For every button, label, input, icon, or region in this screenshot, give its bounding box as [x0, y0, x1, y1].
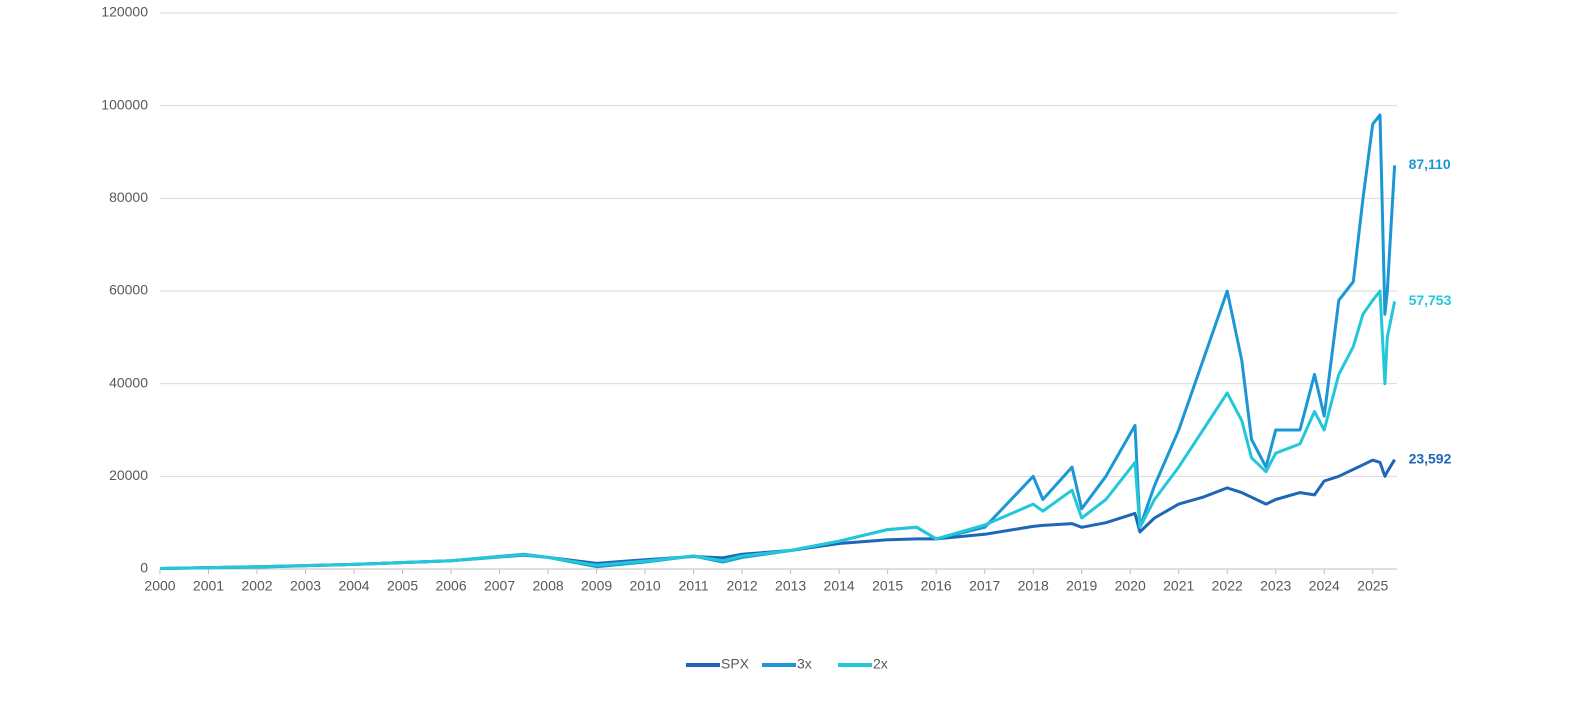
x-tick-label: 2018 — [1018, 578, 1049, 594]
x-tick-label: 2013 — [775, 578, 806, 594]
y-tick-label: 40000 — [109, 374, 148, 390]
x-tick-label: 2003 — [290, 578, 321, 594]
x-tick-label: 2025 — [1357, 578, 1388, 594]
x-tick-label: 2001 — [193, 578, 224, 594]
x-tick-label: 2023 — [1260, 578, 1291, 594]
y-tick-label: 0 — [140, 560, 148, 576]
x-tick-label: 2005 — [387, 578, 418, 594]
end-label: 23,592 — [1409, 450, 1452, 466]
x-tick-label: 2015 — [872, 578, 903, 594]
x-tick-label: 2012 — [727, 578, 758, 594]
series-line — [159, 289, 1397, 570]
end-label: 87,110 — [1409, 156, 1451, 172]
x-tick-label: 2022 — [1212, 578, 1243, 594]
x-tick-label: 2007 — [484, 578, 515, 594]
x-tick-label: 2019 — [1066, 578, 1097, 594]
end-label: 57,753 — [1409, 292, 1452, 308]
y-tick-label: 120000 — [101, 4, 148, 20]
legend-label: 2x — [873, 656, 888, 672]
legend-label: 3x — [797, 656, 812, 672]
x-tick-label: 2004 — [338, 578, 369, 594]
x-tick-label: 2020 — [1115, 578, 1146, 594]
legend-label: SPX — [721, 656, 750, 672]
x-tick-label: 2009 — [581, 578, 612, 594]
x-tick-label: 2000 — [144, 578, 175, 594]
x-tick-label: 2006 — [435, 578, 466, 594]
x-tick-label: 2011 — [679, 578, 709, 594]
x-tick-label: 2016 — [921, 578, 952, 594]
y-tick-label: 20000 — [109, 467, 148, 483]
x-tick-label: 2002 — [241, 578, 272, 594]
y-tick-label: 100000 — [101, 96, 148, 112]
y-tick-label: 80000 — [109, 189, 148, 205]
x-tick-label: 2024 — [1309, 578, 1340, 594]
x-tick-label: 2017 — [969, 578, 1000, 594]
x-tick-label: 2010 — [630, 578, 661, 594]
x-tick-label: 2021 — [1163, 578, 1194, 594]
x-tick-label: 2008 — [533, 578, 564, 594]
y-tick-label: 60000 — [109, 282, 148, 298]
x-tick-label: 2014 — [824, 578, 855, 594]
series-line — [159, 113, 1397, 570]
